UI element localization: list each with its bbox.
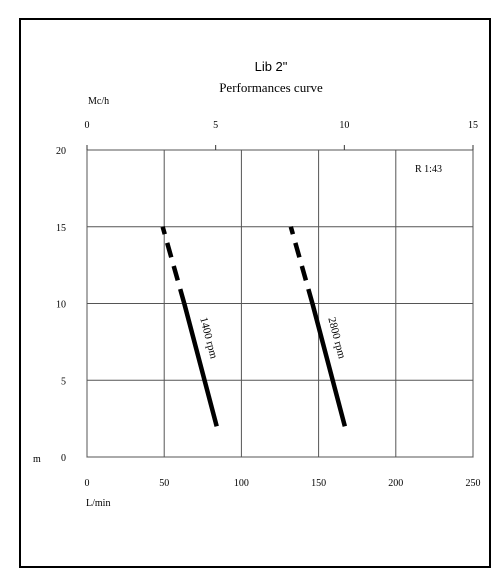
curve-solid <box>310 302 348 427</box>
x2-tick-label: 5 <box>213 120 218 131</box>
x-tick-label: 200 <box>388 478 403 489</box>
curve-dashed <box>160 226 187 305</box>
x-tick-label: 150 <box>311 478 326 489</box>
series-label: 1400 rpm <box>197 316 220 361</box>
chart-title: Lib 2" <box>255 59 288 74</box>
y-tick-label: 5 <box>61 376 66 387</box>
chart-frame <box>19 18 491 568</box>
annotation-ratio: R 1:43 <box>415 164 442 175</box>
x-tick-label: 250 <box>466 478 481 489</box>
curve-dashed <box>288 226 315 305</box>
series-0: 1400 rpm <box>160 226 220 427</box>
chart-subtitle: Performances curve <box>219 80 323 95</box>
series: 1400 rpm 2800 rpm <box>160 226 348 427</box>
x-tick-label: 100 <box>234 478 249 489</box>
x-tick-label: 50 <box>159 478 169 489</box>
grid <box>86 145 474 458</box>
y-tick-label: 0 <box>61 453 66 464</box>
y-tick-label: 10 <box>56 300 66 311</box>
x2-tick-label: 15 <box>468 120 478 131</box>
series-1: 2800 rpm <box>288 226 348 427</box>
y-axis-label: m <box>33 454 41 465</box>
x-tick-label: 0 <box>85 478 90 489</box>
x2-axis-label: Mc/h <box>88 96 109 107</box>
series-label: 2800 rpm <box>325 316 348 361</box>
x2-tick-label: 0 <box>85 120 90 131</box>
x2-tick-label: 10 <box>339 120 349 131</box>
x-axis-label: L/min <box>86 498 110 509</box>
y-tick-label: 20 <box>56 146 66 157</box>
y-tick-label: 15 <box>56 223 66 234</box>
curve-solid <box>182 302 219 427</box>
